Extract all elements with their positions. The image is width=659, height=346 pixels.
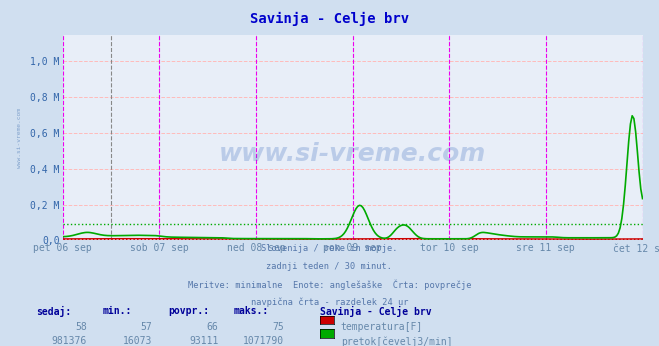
Text: Savinja - Celje brv: Savinja - Celje brv [320, 306, 431, 317]
Text: navpična črta - razdelek 24 ur: navpična črta - razdelek 24 ur [251, 298, 408, 307]
Text: min.:: min.: [102, 306, 132, 316]
Text: 57: 57 [141, 322, 153, 333]
Text: www.si-vreme.com: www.si-vreme.com [219, 142, 486, 166]
Text: 93111: 93111 [189, 336, 219, 346]
Text: Savinja - Celje brv: Savinja - Celje brv [250, 12, 409, 26]
Text: Meritve: minimalne  Enote: anglešaške  Črta: povprečje: Meritve: minimalne Enote: anglešaške Črt… [188, 280, 471, 290]
Text: maks.:: maks.: [234, 306, 269, 316]
Text: 1071790: 1071790 [243, 336, 285, 346]
Text: 58: 58 [75, 322, 87, 333]
Text: sedaj:: sedaj: [36, 306, 71, 317]
Text: 75: 75 [273, 322, 285, 333]
Text: Slovenija / reke in morje.: Slovenija / reke in morje. [261, 244, 398, 253]
Text: www.si-vreme.com: www.si-vreme.com [16, 108, 22, 167]
Text: 66: 66 [207, 322, 219, 333]
Text: zadnji teden / 30 minut.: zadnji teden / 30 minut. [266, 262, 393, 271]
Text: 981376: 981376 [51, 336, 87, 346]
Text: pretok[čevelj3/min]: pretok[čevelj3/min] [341, 336, 452, 346]
Text: 16073: 16073 [123, 336, 153, 346]
Text: povpr.:: povpr.: [168, 306, 209, 316]
Text: temperatura[F]: temperatura[F] [341, 322, 423, 333]
